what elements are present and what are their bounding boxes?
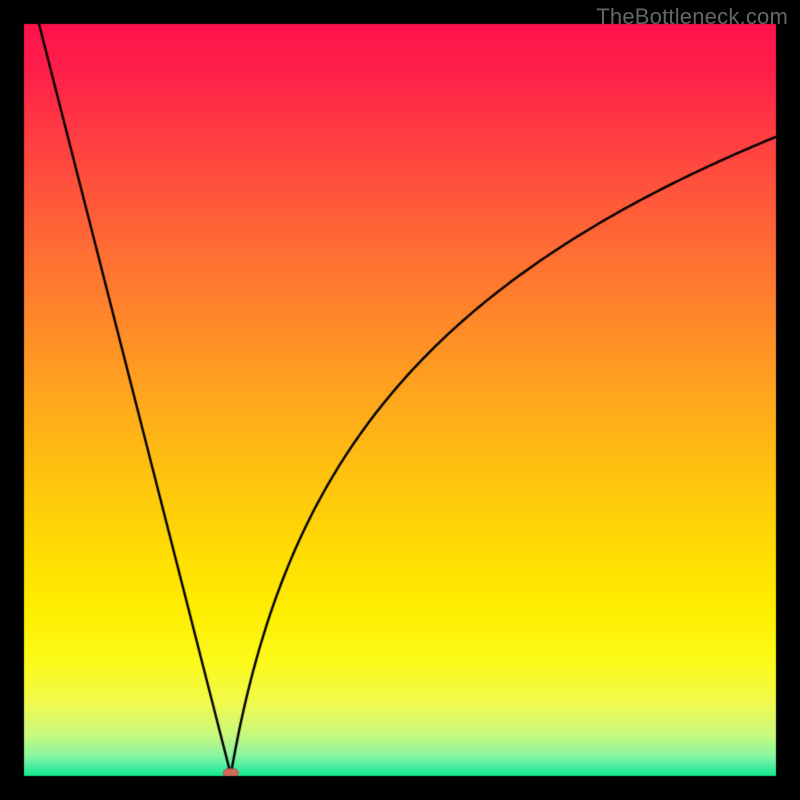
chart-container: TheBottleneck.com xyxy=(0,0,800,800)
source-watermark: TheBottleneck.com xyxy=(596,4,788,30)
bottleneck-chart-canvas xyxy=(0,0,800,800)
